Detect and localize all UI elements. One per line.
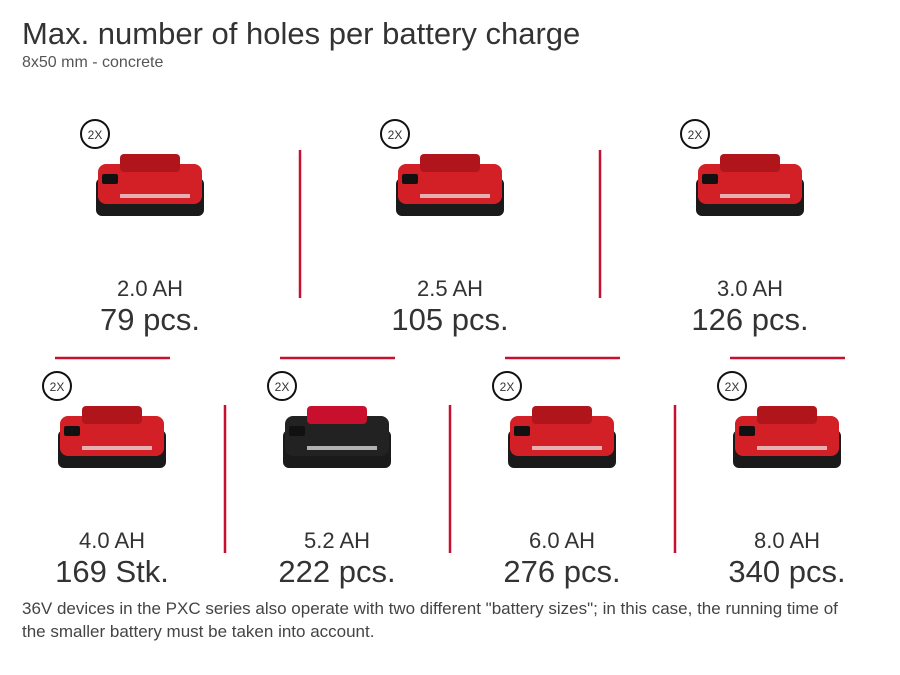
badge-circle (380, 119, 410, 149)
battery-top (720, 154, 780, 172)
battery-button (102, 174, 118, 184)
badge-circle (267, 371, 297, 401)
battery-top (532, 406, 592, 424)
badge: 2X (500, 380, 515, 394)
battery-top (420, 154, 480, 172)
hole-count: 169 Stk. (55, 554, 169, 589)
hole-count: 79 pcs. (100, 302, 200, 337)
battery-icon (396, 154, 504, 216)
badge-circle (42, 371, 72, 401)
capacity: 8.0 AH (754, 528, 820, 553)
battery-stripe (720, 194, 790, 198)
battery-button (739, 426, 755, 436)
badge: 2X (388, 128, 403, 142)
battery-button (64, 426, 80, 436)
subtitle: 8x50 mm - concrete (22, 54, 163, 71)
badge-circle (717, 371, 747, 401)
hole-count: 222 pcs. (278, 554, 395, 589)
footnote: 36V devices in the PXC series also opera… (22, 599, 838, 641)
battery-top (307, 406, 367, 424)
capacity: 2.0 AH (117, 276, 183, 301)
hole-count: 340 pcs. (728, 554, 845, 589)
badge: 2X (725, 380, 740, 394)
badge-circle (492, 371, 522, 401)
battery-icon (283, 406, 391, 468)
battery-stripe (757, 446, 827, 450)
badge: 2X (275, 380, 290, 394)
battery-button (289, 426, 305, 436)
battery-stripe (120, 194, 190, 198)
badge: 2X (688, 128, 703, 142)
battery-stripe (420, 194, 490, 198)
battery-stripe (82, 446, 152, 450)
battery-button (402, 174, 418, 184)
hole-count: 276 pcs. (503, 554, 620, 589)
title: Max. number of holes per battery charge (22, 16, 580, 51)
badge-circle (80, 119, 110, 149)
battery-top (120, 154, 180, 172)
capacity: 6.0 AH (529, 528, 595, 553)
battery-icon (733, 406, 841, 468)
separators (55, 150, 845, 553)
battery-button (702, 174, 718, 184)
battery-icon (508, 406, 616, 468)
battery-icon (96, 154, 204, 216)
badge: 2X (50, 380, 65, 394)
battery-stripe (307, 446, 377, 450)
battery-icon (58, 406, 166, 468)
capacity: 3.0 AH (717, 276, 783, 301)
hole-count: 126 pcs. (691, 302, 808, 337)
capacity: 5.2 AH (304, 528, 370, 553)
battery-icon (696, 154, 804, 216)
hole-count: 105 pcs. (391, 302, 508, 337)
capacity: 2.5 AH (417, 276, 483, 301)
battery-button (514, 426, 530, 436)
badge: 2X (88, 128, 103, 142)
battery-top (757, 406, 817, 424)
battery-stripe (532, 446, 602, 450)
battery-top (82, 406, 142, 424)
badge-circle (680, 119, 710, 149)
capacity: 4.0 AH (79, 528, 145, 553)
